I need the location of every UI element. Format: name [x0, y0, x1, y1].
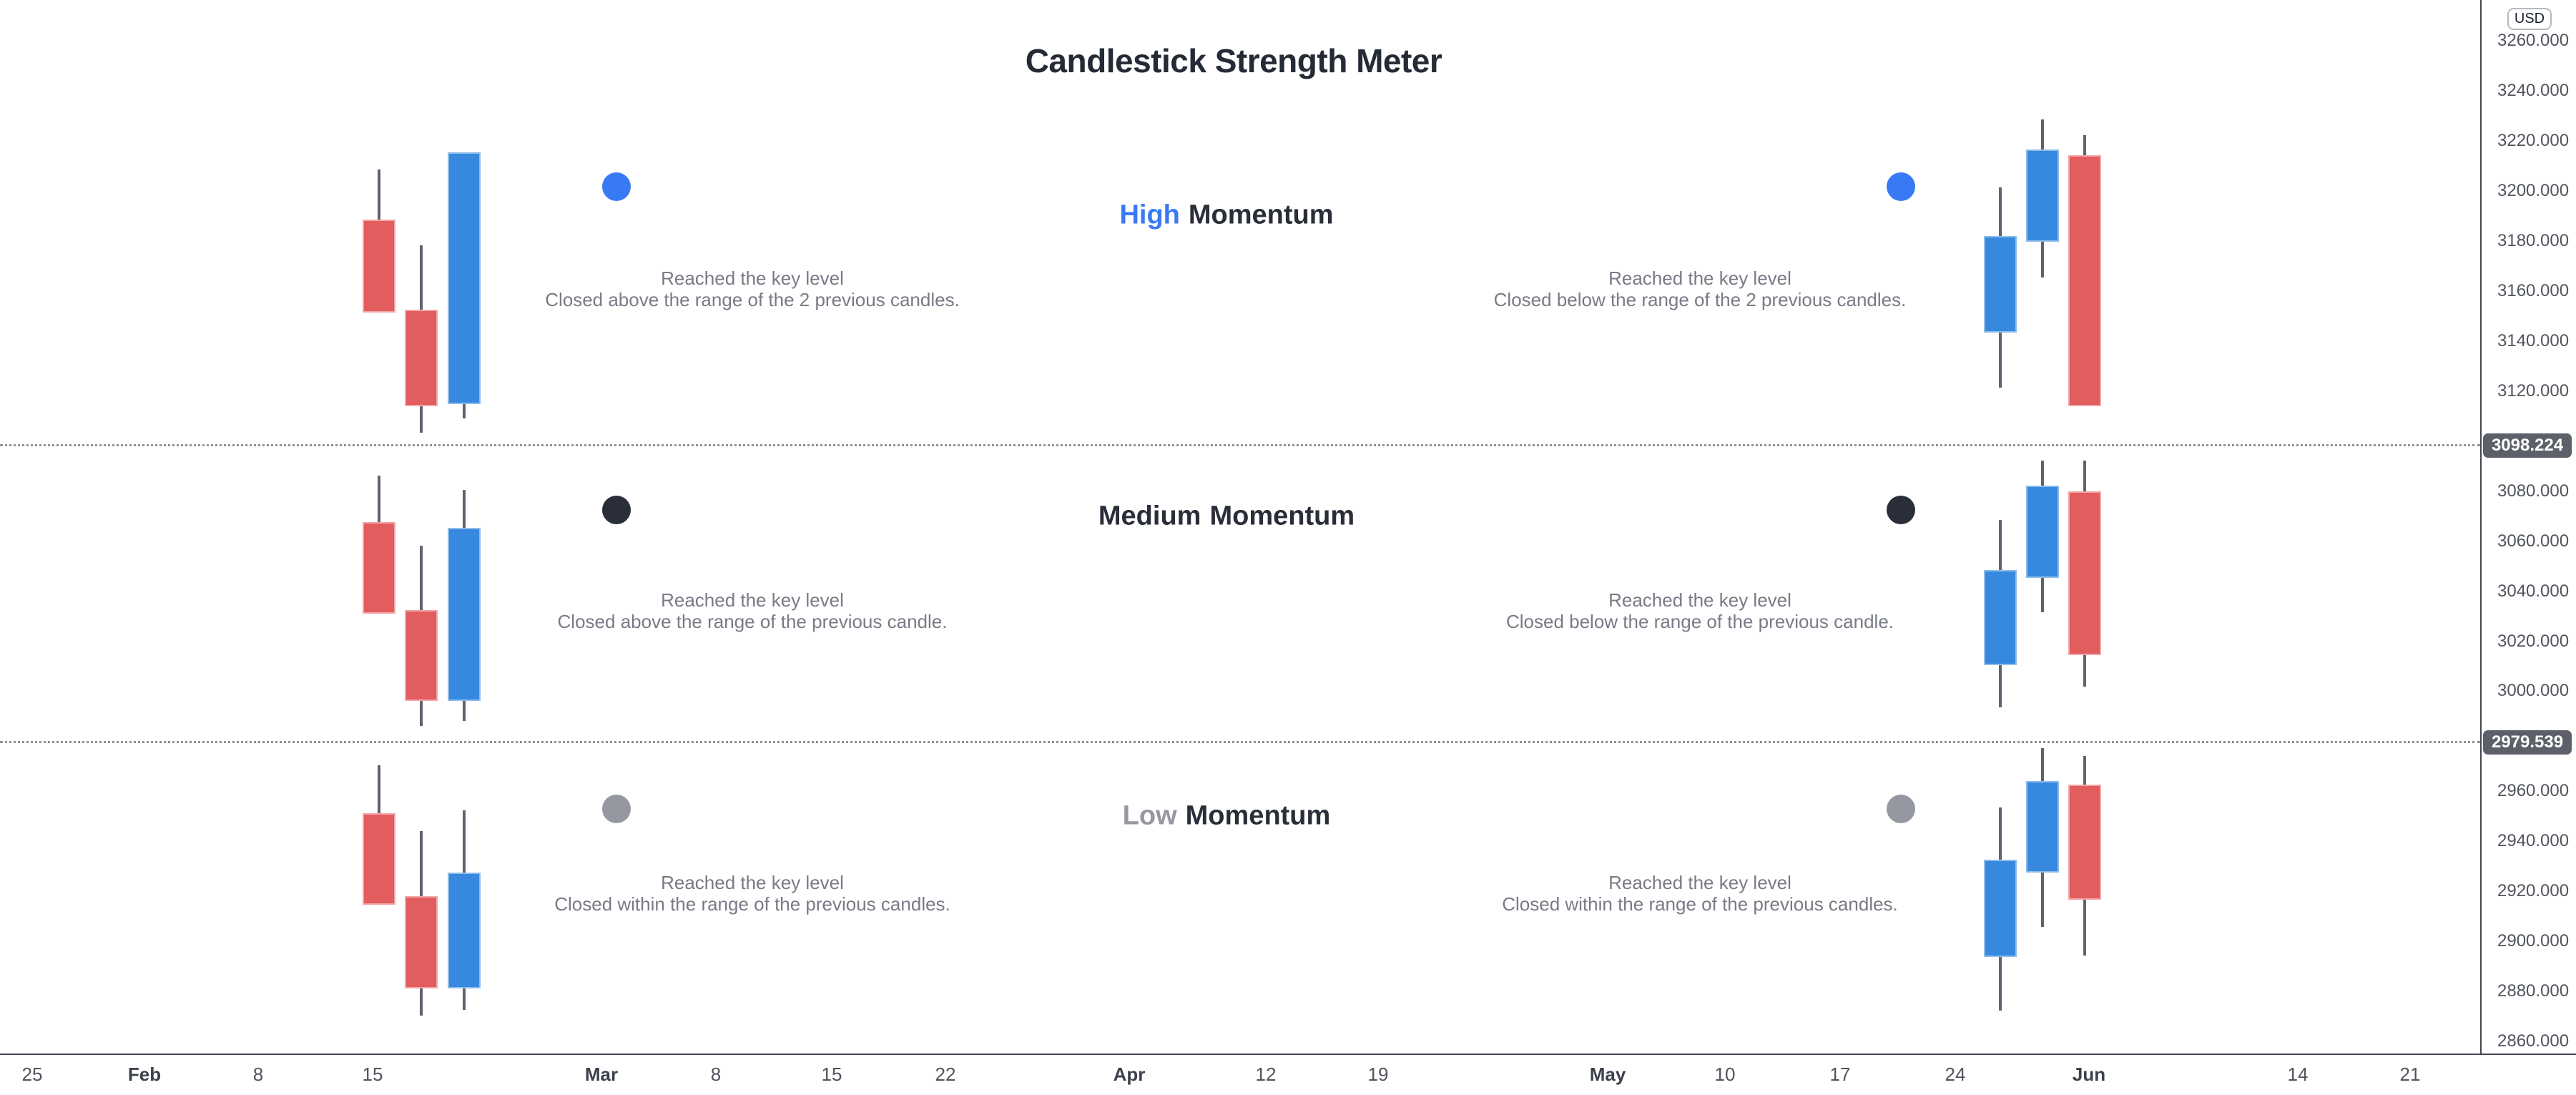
time-tick-label: Mar	[584, 1064, 619, 1085]
note-line: Reached the key level	[661, 589, 844, 611]
section-title: High Momentum	[0, 200, 2453, 231]
annotation-right: Reached the key level Closed within the …	[1471, 872, 1929, 915]
annotation-left: Reached the key level Closed above the r…	[523, 589, 981, 632]
note-line: Closed above the range of the 2 previous…	[545, 289, 960, 310]
price-tick-label: 3140.000	[2497, 330, 2570, 350]
candle-body	[448, 528, 481, 702]
candle-body	[2026, 149, 2059, 242]
price-tick-label: 3160.000	[2497, 280, 2570, 300]
time-tick-label: 15	[362, 1064, 383, 1085]
momentum-dot-left	[602, 496, 631, 524]
candle-body	[2068, 491, 2101, 656]
price-line-badge: 3098.224	[2483, 433, 2572, 458]
note-line: Reached the key level	[1608, 872, 1791, 893]
time-tick-label: 15	[821, 1064, 842, 1085]
annotation-right: Reached the key level Closed below the r…	[1471, 589, 1929, 632]
annotation-right: Reached the key level Closed below the r…	[1471, 267, 1929, 310]
time-tick-label: May	[1589, 1064, 1626, 1085]
note-line: Closed within the range of the previous …	[1502, 893, 1898, 915]
price-tick-label: 3240.000	[2497, 81, 2570, 101]
section-title-accent: High	[1119, 200, 1180, 230]
price-tick-label: 3020.000	[2497, 631, 2570, 651]
price-tick-label: 2880.000	[2497, 981, 2570, 1001]
price-tick-label: 3060.000	[2497, 531, 2570, 551]
time-tick-label: 14	[2287, 1064, 2309, 1085]
section-title-rest: Momentum	[1185, 800, 1331, 831]
price-tick-label: 2860.000	[2497, 1031, 2570, 1051]
section-title-rest: Momentum	[1188, 200, 1334, 230]
note-line: Reached the key level	[1608, 589, 1791, 611]
time-tick-label: 10	[1714, 1064, 1736, 1085]
annotation-left: Reached the key level Closed within the …	[523, 872, 981, 915]
price-tick-label: 3180.000	[2497, 231, 2570, 251]
note-line: Closed above the range of the previous c…	[557, 611, 948, 632]
section-title: Medium Momentum	[0, 501, 2453, 532]
section-title-accent: Low	[1122, 800, 1177, 831]
candle-body	[448, 152, 481, 405]
candle-body	[2026, 486, 2059, 579]
note-line: Closed below the range of the 2 previous…	[1493, 289, 1907, 310]
time-axis[interactable]: 25 Feb 8 15 Mar 8 15 22 Apr 12 19 May 10 17 24 Jun 14 21	[0, 1054, 2576, 1095]
time-tick-label: 21	[2399, 1064, 2421, 1085]
price-line-badge: 2979.539	[2483, 730, 2572, 755]
currency-button[interactable]: USD	[2507, 8, 2552, 30]
price-tick-label: 3200.000	[2497, 181, 2570, 201]
candle-body	[2026, 780, 2059, 873]
momentum-dot-left	[602, 795, 631, 823]
momentum-dot-left	[602, 172, 631, 201]
note-line: Reached the key level	[1608, 267, 1791, 289]
time-tick-label: 22	[935, 1064, 956, 1085]
price-tick-label: 2920.000	[2497, 881, 2570, 901]
price-tick-label: 3080.000	[2497, 481, 2570, 501]
note-line: Closed below the range of the previous c…	[1505, 611, 1894, 632]
time-tick-label: 12	[1255, 1064, 1277, 1085]
candle-body	[405, 895, 438, 989]
price-tick-label: 3260.000	[2497, 31, 2570, 51]
time-tick-label: 24	[1945, 1064, 1966, 1085]
candle-body	[1984, 860, 2017, 958]
section-separator	[0, 741, 2480, 743]
section-title: Low Momentum	[0, 801, 2453, 832]
price-tick-label: 3220.000	[2497, 131, 2570, 151]
candle-body	[448, 872, 481, 989]
time-tick-label: 8	[710, 1064, 722, 1085]
momentum-dot-right	[1887, 496, 1915, 524]
chart-canvas[interactable]: Candlestick Strength Meter High Momentum …	[0, 0, 2480, 1054]
time-tick-label: 25	[21, 1064, 43, 1085]
note-line: Closed within the range of the previous …	[554, 893, 950, 915]
momentum-dot-right	[1887, 795, 1915, 823]
candle-body	[2068, 155, 2101, 407]
section-title-rest: Momentum	[1209, 501, 1355, 531]
price-tick-label: 2940.000	[2497, 831, 2570, 851]
price-axis[interactable]: USD 3260.000 3240.000 3220.000 3200.000 3180…	[2480, 0, 2576, 1094]
note-line: Reached the key level	[661, 267, 844, 289]
time-tick-label: 17	[1829, 1064, 1851, 1085]
candle-body	[405, 610, 438, 702]
note-line: Reached the key level	[661, 872, 844, 893]
section-title-accent: Medium	[1098, 501, 1201, 531]
time-tick-label: 19	[1367, 1064, 1389, 1085]
price-tick-label: 3040.000	[2497, 581, 2570, 601]
time-tick-label: 8	[252, 1064, 264, 1085]
candle-body	[1984, 236, 2017, 333]
price-tick-label: 3120.000	[2497, 380, 2570, 401]
candle-body	[1984, 569, 2017, 666]
time-tick-label: Feb	[127, 1064, 162, 1085]
candle-body	[363, 813, 395, 905]
candle-body	[2068, 785, 2101, 900]
annotation-left: Reached the key level Closed above the r…	[523, 267, 981, 310]
candle-body	[405, 309, 438, 407]
price-tick-label: 2900.000	[2497, 931, 2570, 951]
chart-title: Candlestick Strength Meter	[1025, 42, 1442, 79]
time-tick-label: Jun	[2072, 1064, 2106, 1085]
candle-body	[363, 219, 395, 313]
time-tick-label: Apr	[1113, 1064, 1146, 1085]
price-tick-label: 3000.000	[2497, 681, 2570, 701]
price-tick-label: 2960.000	[2497, 781, 2570, 801]
momentum-dot-right	[1887, 172, 1915, 201]
section-separator	[0, 444, 2480, 446]
candle-body	[363, 522, 395, 614]
